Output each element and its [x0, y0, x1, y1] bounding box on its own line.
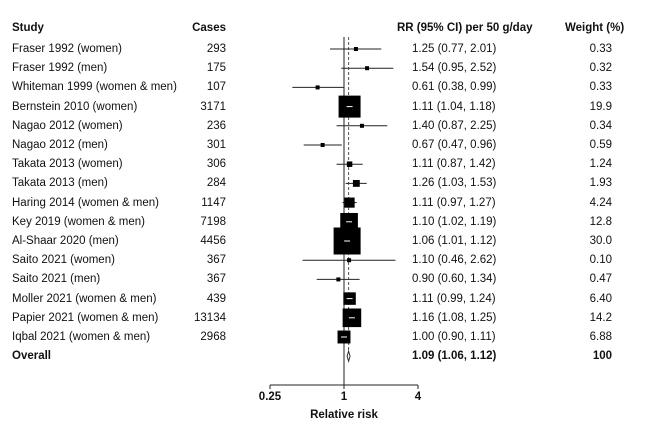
study-weight: 6.88 [589, 331, 612, 343]
study-cases: 439 [206, 292, 226, 305]
overall-ci: 1.09 (1.06, 1.12) [412, 350, 497, 363]
study-ci: 1.00 (0.90, 1.11) [412, 331, 496, 343]
study-name: Saito 2021 (men) [12, 273, 101, 286]
column-header-study: Study [12, 22, 44, 34]
study-cases: 4456 [200, 235, 226, 247]
study-cases: 175 [206, 62, 226, 75]
study-name: Haring 2014 (women & men) [12, 196, 160, 209]
study-name: Saito 2021 (women) [12, 254, 115, 267]
study-ci: 1.11 (0.97, 1.27) [412, 196, 496, 209]
study-ci: 0.90 (0.60, 1.34) [412, 273, 497, 286]
study-ci: 1.25 (0.77, 2.01) [412, 43, 497, 55]
weight-box [336, 277, 341, 282]
study-weight: 6.40 [589, 292, 612, 305]
study-cases: 107 [206, 81, 226, 94]
study-name: Moller 2021 (women & men) [12, 292, 157, 305]
weight-box [344, 197, 355, 208]
study-weight: 0.10 [589, 254, 612, 267]
study-ci: 1.26 (1.03, 1.53) [412, 177, 497, 190]
weight-box [320, 143, 325, 147]
column-header-weight: Weight (%) [565, 22, 625, 34]
study-cases: 367 [206, 273, 226, 286]
study-ci: 1.16 (1.08, 1.25) [412, 311, 497, 324]
study-ci: 1.11 (1.04, 1.18) [412, 100, 496, 113]
study-name: Takata 2013 (women) [12, 158, 123, 171]
x-tick-label: 4 [414, 391, 422, 403]
study-weight: 30.0 [589, 235, 612, 247]
study-name: Key 2019 (women & men) [12, 215, 145, 228]
study-weight: 12.8 [589, 215, 612, 228]
weight-box [315, 85, 320, 90]
study-weight: 0.47 [589, 273, 612, 286]
overall-label: Overall [12, 350, 51, 363]
study-weight: 0.33 [589, 81, 612, 94]
study-ci: 1.54 (0.95, 2.52) [412, 62, 497, 75]
x-tick-label: 0.25 [258, 391, 282, 403]
study-cases: 7198 [200, 215, 226, 228]
x-tick-label: 1 [340, 391, 348, 403]
study-weight: 0.32 [589, 62, 612, 75]
study-weight: 1.24 [589, 158, 612, 171]
study-ci: 1.10 (0.46, 2.62) [412, 254, 497, 267]
study-cases: 306 [206, 158, 226, 171]
study-name: Fraser 1992 (women) [12, 43, 122, 55]
study-cases: 236 [206, 119, 226, 132]
study-name: Al-Shaar 2020 (men) [12, 235, 119, 247]
study-ci: 1.10 (1.02, 1.19) [412, 215, 497, 228]
study-ci: 0.61 (0.38, 0.99) [412, 81, 497, 94]
weight-box [359, 123, 364, 128]
study-weight: 0.33 [589, 43, 612, 55]
study-weight: 1.93 [589, 177, 612, 190]
study-cases: 301 [206, 139, 226, 151]
study-cases: 367 [206, 254, 226, 267]
x-axis-label: Relative risk [310, 409, 378, 421]
column-header-rr: RR (95% CI) per 50 g/day [397, 22, 533, 34]
study-weight: 4.24 [589, 196, 612, 209]
study-cases: 293 [206, 43, 226, 55]
study-name: Takata 2013 (men) [12, 177, 108, 190]
weight-box [346, 161, 353, 167]
study-cases: 2968 [200, 331, 226, 343]
study-cases: 1147 [201, 196, 226, 209]
overall-weight: 100 [592, 350, 612, 363]
study-name: Nagao 2012 (men) [12, 139, 108, 151]
study-ci: 1.11 (0.87, 1.42) [412, 158, 496, 171]
study-cases: 284 [206, 177, 226, 190]
study-cases: 3171 [200, 100, 226, 113]
study-name: Whiteman 1999 (women & men) [12, 81, 177, 94]
overall-diamond [346, 349, 351, 363]
weight-box [365, 66, 370, 71]
study-ci: 0.67 (0.47, 0.96) [412, 139, 497, 151]
study-name: Nagao 2012 (women) [12, 119, 123, 132]
study-cases: 13134 [194, 311, 226, 324]
study-weight: 19.9 [589, 100, 612, 113]
study-name: Fraser 1992 (men) [12, 62, 108, 75]
study-name: Papier 2021 (women & men) [12, 311, 159, 324]
study-name: Iqbal 2021 (women & men) [12, 331, 151, 343]
study-ci: 1.11 (0.99, 1.24) [412, 292, 496, 305]
weight-box [347, 258, 352, 263]
study-ci: 1.40 (0.87, 2.25) [412, 119, 497, 132]
study-weight: 0.34 [589, 119, 612, 132]
study-ci: 1.06 (1.01, 1.12) [412, 235, 497, 247]
study-weight: 0.59 [589, 139, 612, 151]
study-name: Bernstein 2010 (women) [12, 100, 138, 113]
weight-box [352, 179, 360, 187]
weight-box [353, 47, 358, 51]
column-header-cases: Cases [192, 22, 226, 34]
study-weight: 14.2 [589, 311, 612, 324]
